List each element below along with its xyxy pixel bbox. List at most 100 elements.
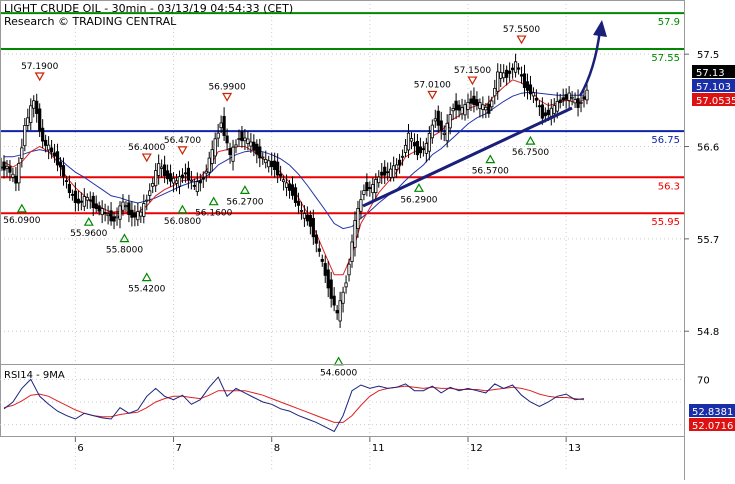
- rsi-value-boxes: 52.8381 52.0716: [689, 404, 735, 432]
- candle-body: [371, 184, 375, 194]
- candle-body: [219, 122, 223, 129]
- candle-body: [433, 118, 437, 122]
- candle-body: [154, 170, 158, 187]
- candle-body: [487, 103, 491, 114]
- level-label: 56.75: [651, 135, 680, 146]
- current-price-box: [692, 65, 735, 78]
- main-y-tick-label: 55.7: [697, 235, 719, 246]
- candle-body: [5, 165, 9, 169]
- swing-low-marker-icon: [141, 272, 152, 282]
- candle-body: [198, 180, 202, 184]
- candle-body: [26, 117, 30, 126]
- swing-low-marker-icon: [485, 154, 496, 164]
- candle-body: [79, 200, 83, 203]
- chart-title: LIGHT CRUDE OIL - 30min - 03/13/19 04:54…: [4, 2, 293, 15]
- candle-body: [258, 146, 262, 159]
- rsi-label: RSI14 - 9MA: [4, 370, 65, 381]
- candle-body: [267, 160, 271, 168]
- swing-high-marker-icon: [427, 90, 438, 100]
- candle-body: [207, 157, 211, 173]
- candle-body: [380, 171, 384, 176]
- rsi-value-label: 52.0716: [692, 421, 733, 432]
- rsi-value-box: [689, 404, 735, 417]
- candle-body: [82, 196, 86, 207]
- candle-body: [436, 110, 440, 126]
- candle-body: [112, 216, 116, 222]
- candle-body: [70, 193, 75, 196]
- swing-high-marker-icon: [34, 72, 45, 82]
- candle-body: [234, 144, 238, 148]
- x-tick-label: 13: [568, 443, 581, 454]
- candle-body: [305, 214, 309, 222]
- candle-body: [552, 105, 556, 114]
- candle-body: [448, 114, 452, 129]
- candle-body: [561, 97, 565, 101]
- candle-body: [338, 300, 342, 322]
- candle-body: [216, 132, 220, 139]
- swing-low-label: 56.0900: [3, 216, 40, 226]
- swing-high-label: 56.9900: [208, 83, 245, 93]
- swing-high-label: 57.5500: [503, 25, 540, 35]
- candle-body: [186, 167, 191, 181]
- candle-body: [442, 132, 446, 135]
- candle-body: [171, 177, 176, 184]
- current-price-label: 57.103: [696, 82, 731, 93]
- candle-body: [397, 159, 402, 166]
- candle-body: [133, 212, 137, 218]
- candle-body: [130, 209, 134, 218]
- swing-high-marker-icon: [141, 153, 152, 163]
- candle-body: [23, 125, 27, 147]
- candle-body: [261, 156, 265, 159]
- candle-body: [91, 195, 95, 209]
- main-y-tick-label: 56.6: [697, 143, 719, 154]
- candle-body: [496, 71, 500, 92]
- candle-body: [317, 248, 321, 252]
- candle-body: [537, 105, 541, 108]
- candle-body: [484, 106, 488, 111]
- candle-body: [522, 73, 527, 88]
- candle-body: [109, 210, 113, 222]
- swing-low-marker-icon: [208, 196, 219, 206]
- candle-body: [2, 161, 6, 171]
- candle-body: [481, 104, 485, 110]
- candle-body: [531, 92, 536, 97]
- candle-body: [213, 138, 217, 157]
- candle-body: [160, 166, 164, 169]
- swing-high-label: 56.4000: [128, 143, 165, 153]
- swing-low-label: 55.9600: [70, 229, 107, 239]
- candle-body: [323, 263, 327, 276]
- candle-body: [47, 144, 51, 151]
- candle-body: [55, 151, 60, 166]
- candle-body: [201, 177, 205, 180]
- rsi-y-tick-label: 70: [697, 375, 710, 386]
- swing-high-label: 57.1900: [21, 62, 58, 72]
- candle-body: [383, 166, 387, 176]
- candle-body: [177, 176, 182, 187]
- candle-body: [356, 208, 360, 229]
- candle-body: [519, 74, 524, 77]
- candle-body: [347, 263, 351, 276]
- candle-body: [204, 170, 208, 174]
- candle-body: [311, 217, 315, 238]
- candle-body: [252, 141, 256, 151]
- candle-body: [463, 104, 467, 116]
- swing-low-label: 56.5700: [472, 167, 509, 177]
- projection-arrowhead-icon: [593, 20, 607, 37]
- candle-body: [151, 183, 155, 187]
- candle-body: [320, 258, 324, 262]
- candle-body: [290, 184, 295, 196]
- candle-body: [148, 190, 152, 196]
- candle-body: [127, 202, 131, 216]
- candle-body: [243, 137, 247, 142]
- swing-high-marker-icon: [177, 146, 188, 156]
- rsi-value-label: 52.8381: [692, 407, 733, 418]
- candle-body: [106, 213, 110, 217]
- x-tick-label: 6: [77, 443, 83, 454]
- candle-body: [225, 135, 229, 144]
- candle-body: [94, 203, 98, 209]
- candle-body: [163, 164, 167, 177]
- candle-body: [573, 99, 577, 104]
- current-price-box: [692, 93, 735, 106]
- candle-body: [8, 166, 12, 173]
